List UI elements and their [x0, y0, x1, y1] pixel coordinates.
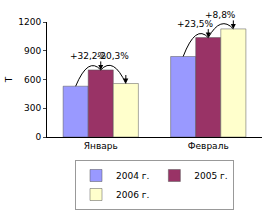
svg-text:+8,8%: +8,8% [205, 10, 236, 20]
svg-text:2005 г.: 2005 г. [194, 171, 227, 181]
svg-text:2006 г.: 2006 г. [116, 190, 149, 200]
svg-text:600: 600 [24, 75, 41, 85]
svg-text:900: 900 [24, 46, 41, 56]
svg-text:Январь: Январь [84, 141, 118, 151]
svg-text:-20,3%: -20,3% [97, 51, 129, 61]
svg-text:1200: 1200 [18, 17, 41, 27]
svg-text:0: 0 [35, 132, 41, 142]
svg-text:2004 г.: 2004 г. [116, 171, 149, 181]
svg-text:Февраль: Февраль [188, 141, 229, 151]
svg-text:+32,2%: +32,2% [70, 51, 107, 61]
svg-text:+23,5%: +23,5% [177, 19, 214, 29]
svg-text:300: 300 [24, 103, 41, 113]
svg-text:Т: Т [4, 76, 14, 83]
